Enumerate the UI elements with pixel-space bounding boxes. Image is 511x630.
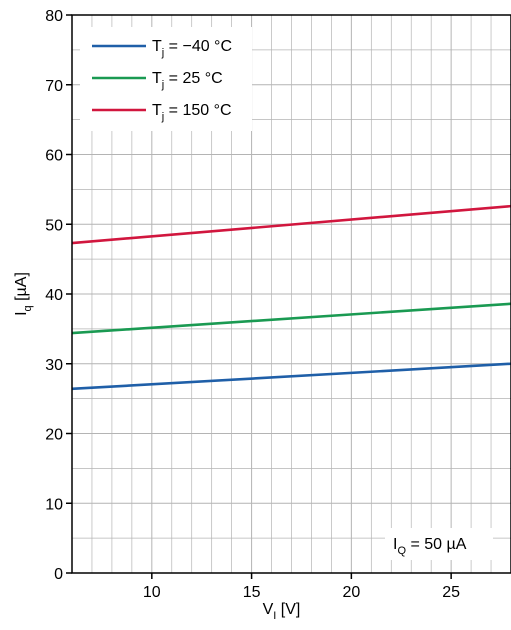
x-tick-label: 15 bbox=[243, 584, 261, 601]
y-tick-label: 60 bbox=[45, 148, 63, 165]
y-tick-label: 0 bbox=[54, 566, 63, 583]
legend-entry-1: Tj = −40 °C bbox=[152, 38, 232, 59]
legend: Tj = −40 °C Tj = 25 °C Tj = 150 °C bbox=[92, 38, 232, 123]
y-tick-label: 70 bbox=[45, 78, 63, 95]
ticks: 0 10 20 30 40 50 60 70 80 10 15 20 25 bbox=[45, 8, 460, 601]
legend-entry-3: Tj = 150 °C bbox=[152, 102, 232, 123]
y-tick-label: 40 bbox=[45, 287, 63, 304]
annotation-label: IQ = 50 µA bbox=[393, 536, 467, 557]
legend-entry-2: Tj = 25 °C bbox=[152, 70, 223, 91]
x-axis-label: VI [V] bbox=[263, 601, 301, 622]
annotation-box bbox=[385, 528, 493, 560]
series-line-1 bbox=[71, 362, 511, 391]
y-tick-label: 80 bbox=[45, 8, 63, 25]
series-line-3 bbox=[71, 204, 511, 245]
series-lines bbox=[71, 204, 511, 391]
y-tick-label: 10 bbox=[45, 496, 63, 513]
x-tick-label: 10 bbox=[143, 584, 161, 601]
x-tick-label: 25 bbox=[442, 584, 460, 601]
y-tick-label: 50 bbox=[45, 217, 63, 234]
y-tick-label: 20 bbox=[45, 427, 63, 444]
y-axis-label: Iq [µA] bbox=[13, 272, 34, 316]
x-tick-label: 20 bbox=[342, 584, 360, 601]
y-tick-label: 30 bbox=[45, 357, 63, 374]
series-line-2 bbox=[71, 302, 511, 335]
